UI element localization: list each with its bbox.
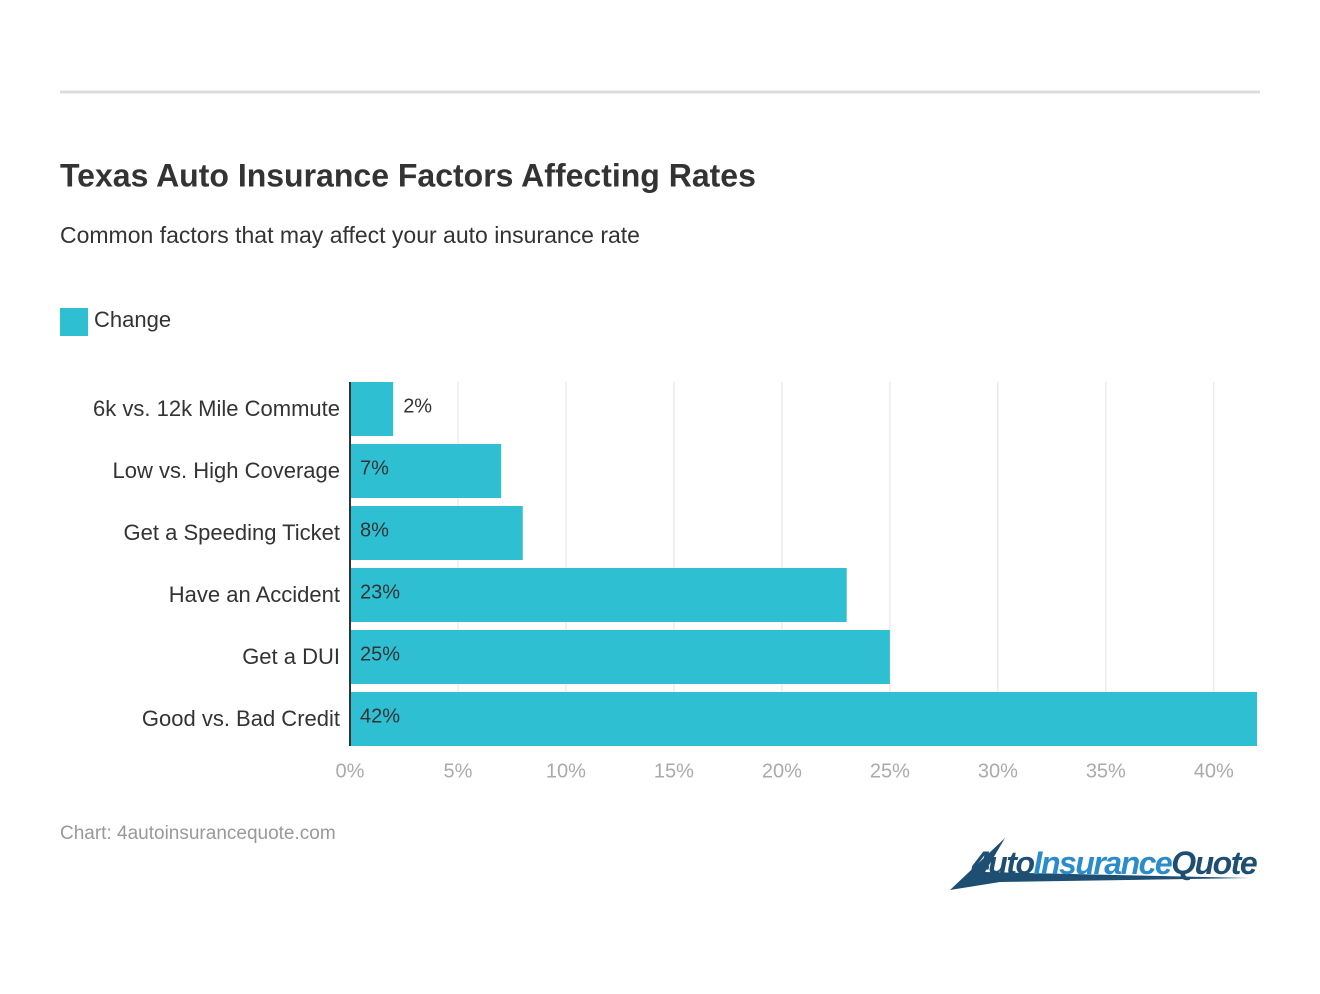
x-tick-label: 10%: [546, 760, 586, 782]
chart-title: Texas Auto Insurance Factors Affecting R…: [60, 157, 756, 193]
logo-part: Insurance: [1034, 845, 1172, 881]
legend-label: Change: [94, 307, 171, 332]
logo-part: 4uto: [971, 845, 1035, 881]
value-label: 42%: [360, 705, 400, 727]
value-label: 7%: [360, 457, 389, 479]
x-tick-label: 40%: [1194, 760, 1234, 782]
y-tick-label: Have an Accident: [169, 582, 340, 607]
x-tick-label: 25%: [870, 760, 910, 782]
value-label: 8%: [360, 519, 389, 541]
value-label: 25%: [360, 643, 400, 665]
bar: [350, 382, 394, 436]
value-label: 2%: [403, 395, 432, 417]
y-tick-label: Low vs. High Coverage: [113, 458, 340, 483]
x-tick-label: 20%: [762, 760, 802, 782]
x-tick-label: 0%: [336, 760, 365, 782]
x-tick-label: 30%: [978, 760, 1018, 782]
y-tick-label: Get a DUI: [242, 644, 340, 669]
logo-text: 4utoInsuranceQuote: [971, 845, 1257, 881]
bar: [350, 506, 523, 560]
x-tick-label: 15%: [654, 760, 694, 782]
bar: [350, 568, 847, 622]
legend-swatch: [60, 308, 88, 336]
y-tick-label: 6k vs. 12k Mile Commute: [93, 396, 340, 421]
bar: [350, 630, 890, 684]
logo-part: Quote: [1171, 845, 1257, 881]
x-tick-label: 35%: [1086, 760, 1126, 782]
bar: [350, 444, 502, 498]
logo: 4utoInsuranceQuote: [950, 838, 1258, 890]
y-tick-label: Good vs. Bad Credit: [142, 706, 340, 731]
source: Chart: 4autoinsurancequote.com: [60, 823, 336, 844]
x-tick-label: 5%: [444, 760, 473, 782]
y-tick-label: Get a Speeding Ticket: [124, 520, 340, 545]
value-label: 23%: [360, 581, 400, 603]
chart-subtitle: Common factors that may affect your auto…: [60, 222, 640, 248]
logo-swoosh: [950, 838, 1250, 890]
bar: [350, 692, 1257, 746]
